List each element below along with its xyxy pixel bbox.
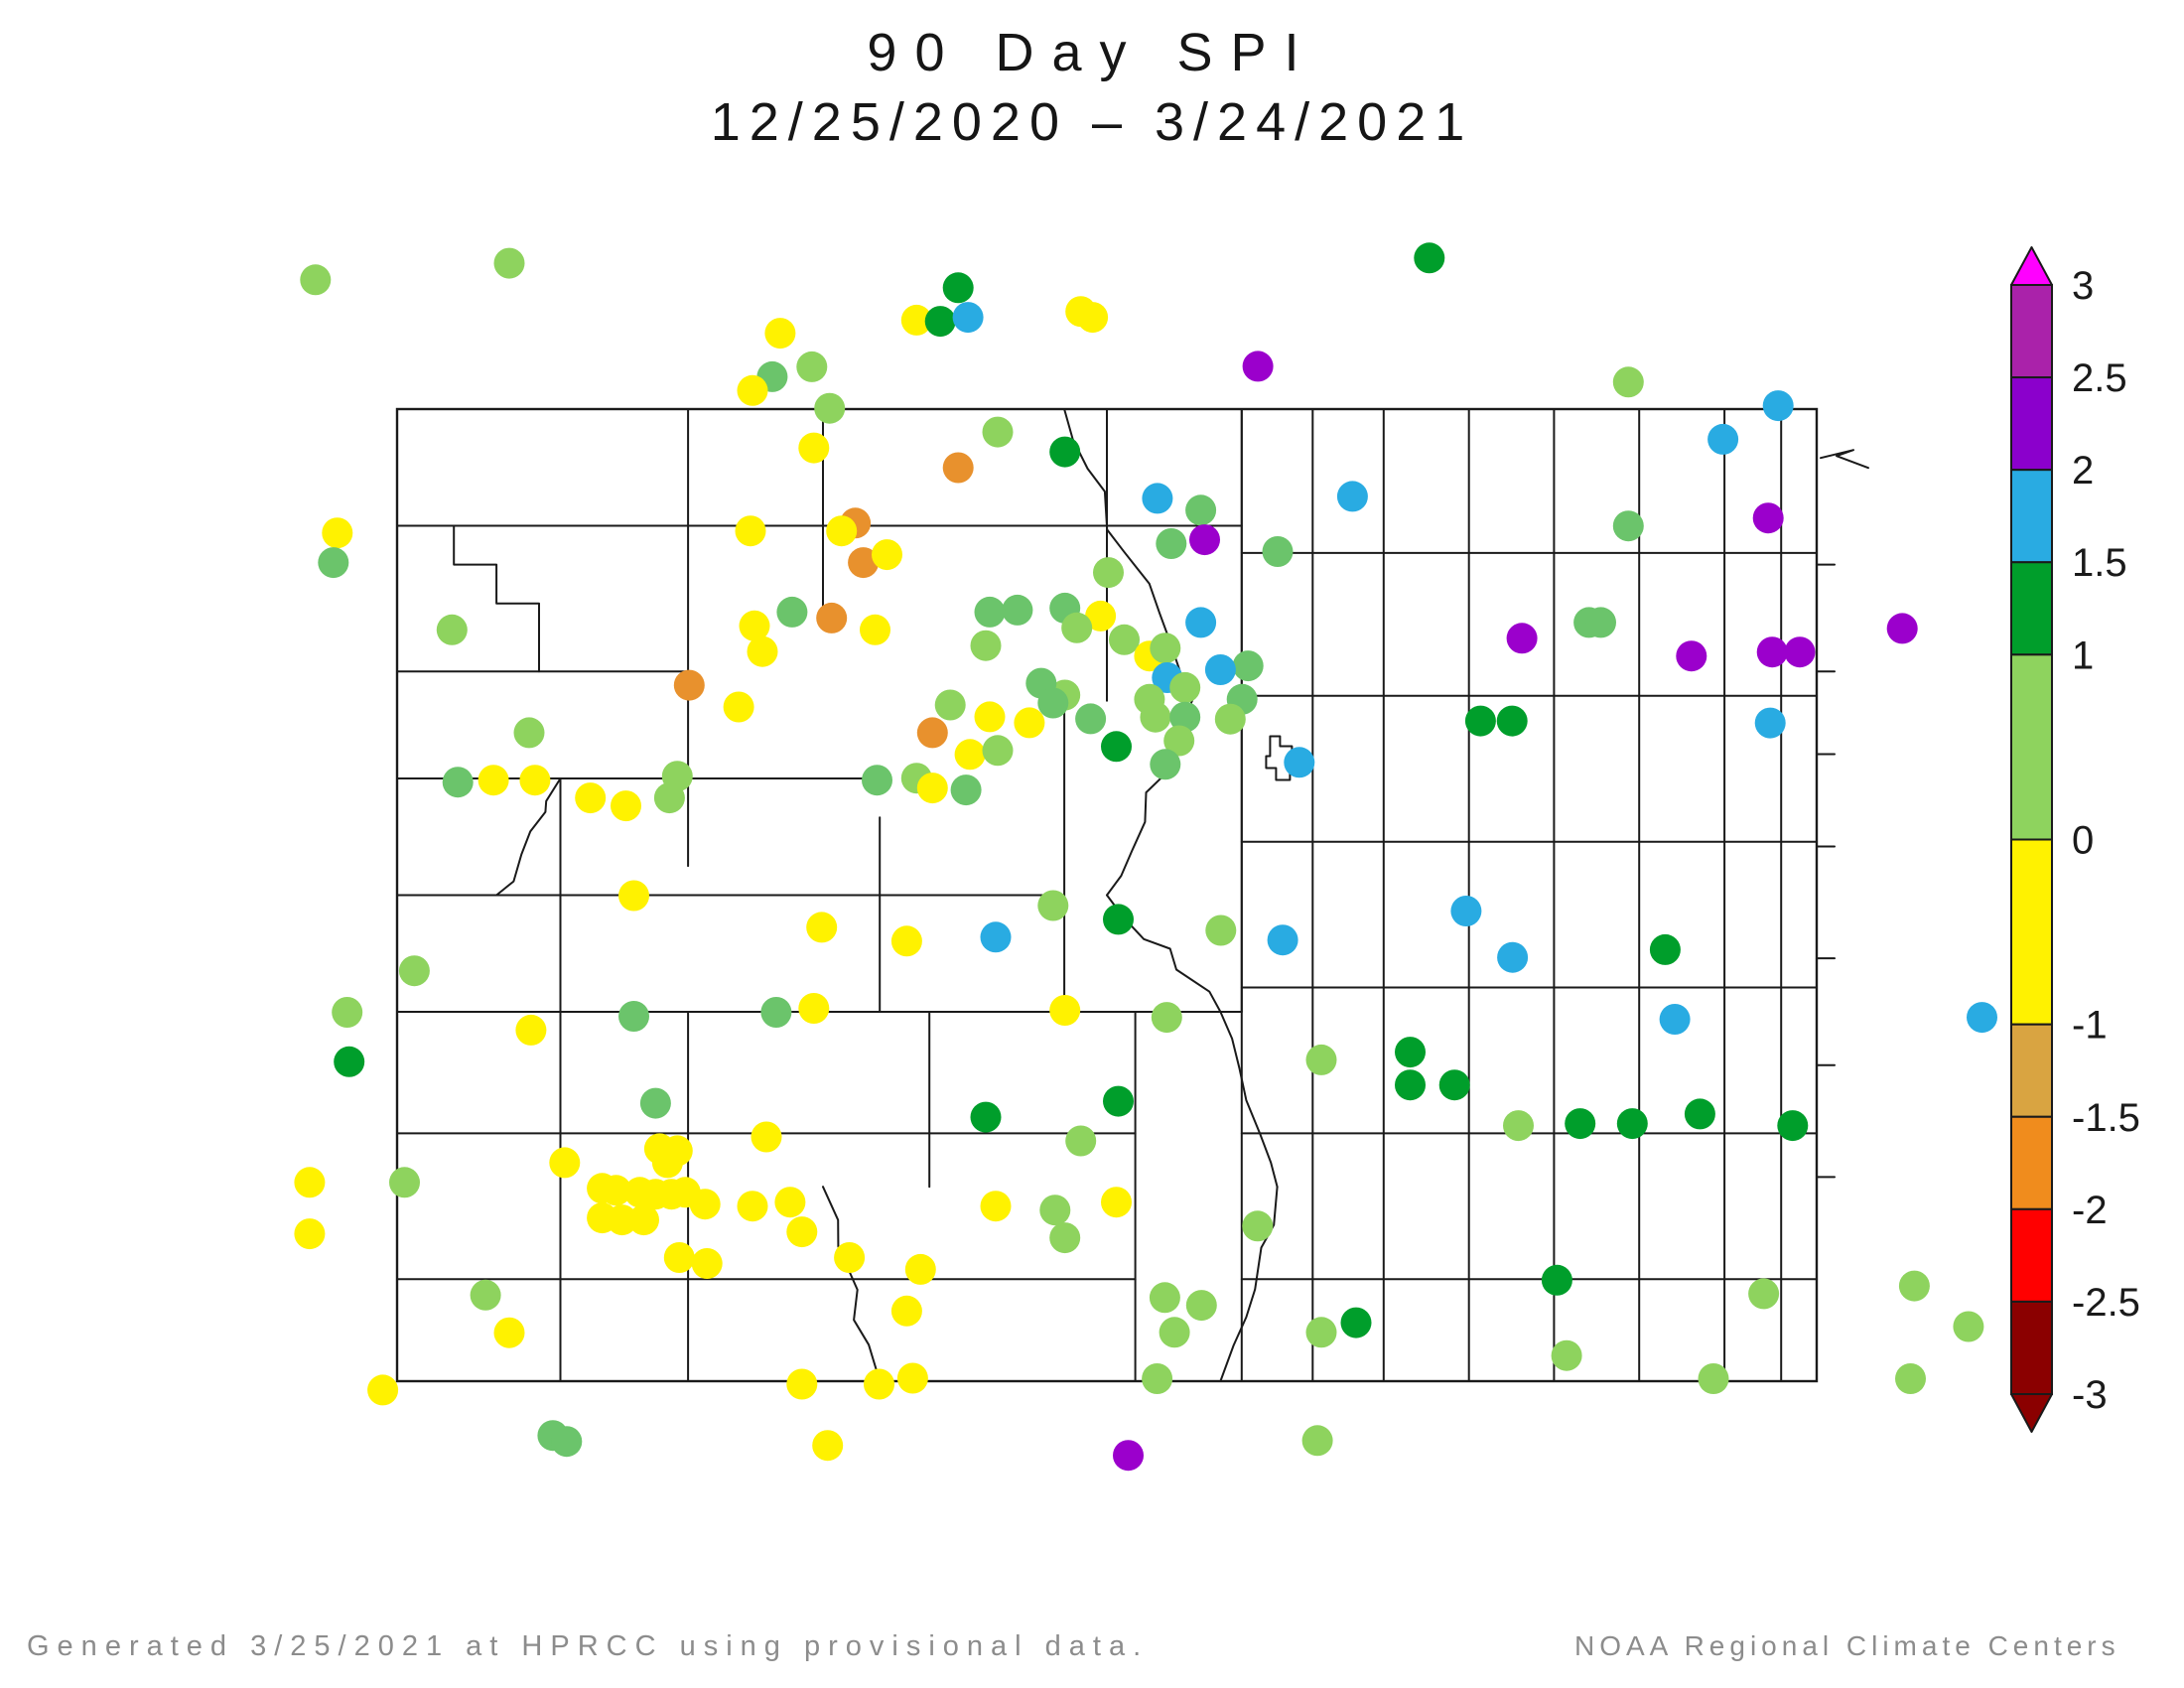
svg-text:-2: -2 [2072, 1189, 2108, 1232]
svg-text:2: 2 [2072, 449, 2094, 492]
svg-text:3: 3 [2072, 264, 2094, 308]
svg-text:-1: -1 [2072, 1004, 2108, 1048]
svg-text:0: 0 [2072, 819, 2094, 863]
svg-text:-1.5: -1.5 [2072, 1096, 2140, 1140]
svg-text:-3: -3 [2072, 1373, 2108, 1417]
svg-text:2.5: 2.5 [2072, 356, 2127, 400]
svg-text:1: 1 [2072, 633, 2094, 677]
svg-text:-2.5: -2.5 [2072, 1281, 2140, 1325]
svg-text:1.5: 1.5 [2072, 541, 2127, 585]
